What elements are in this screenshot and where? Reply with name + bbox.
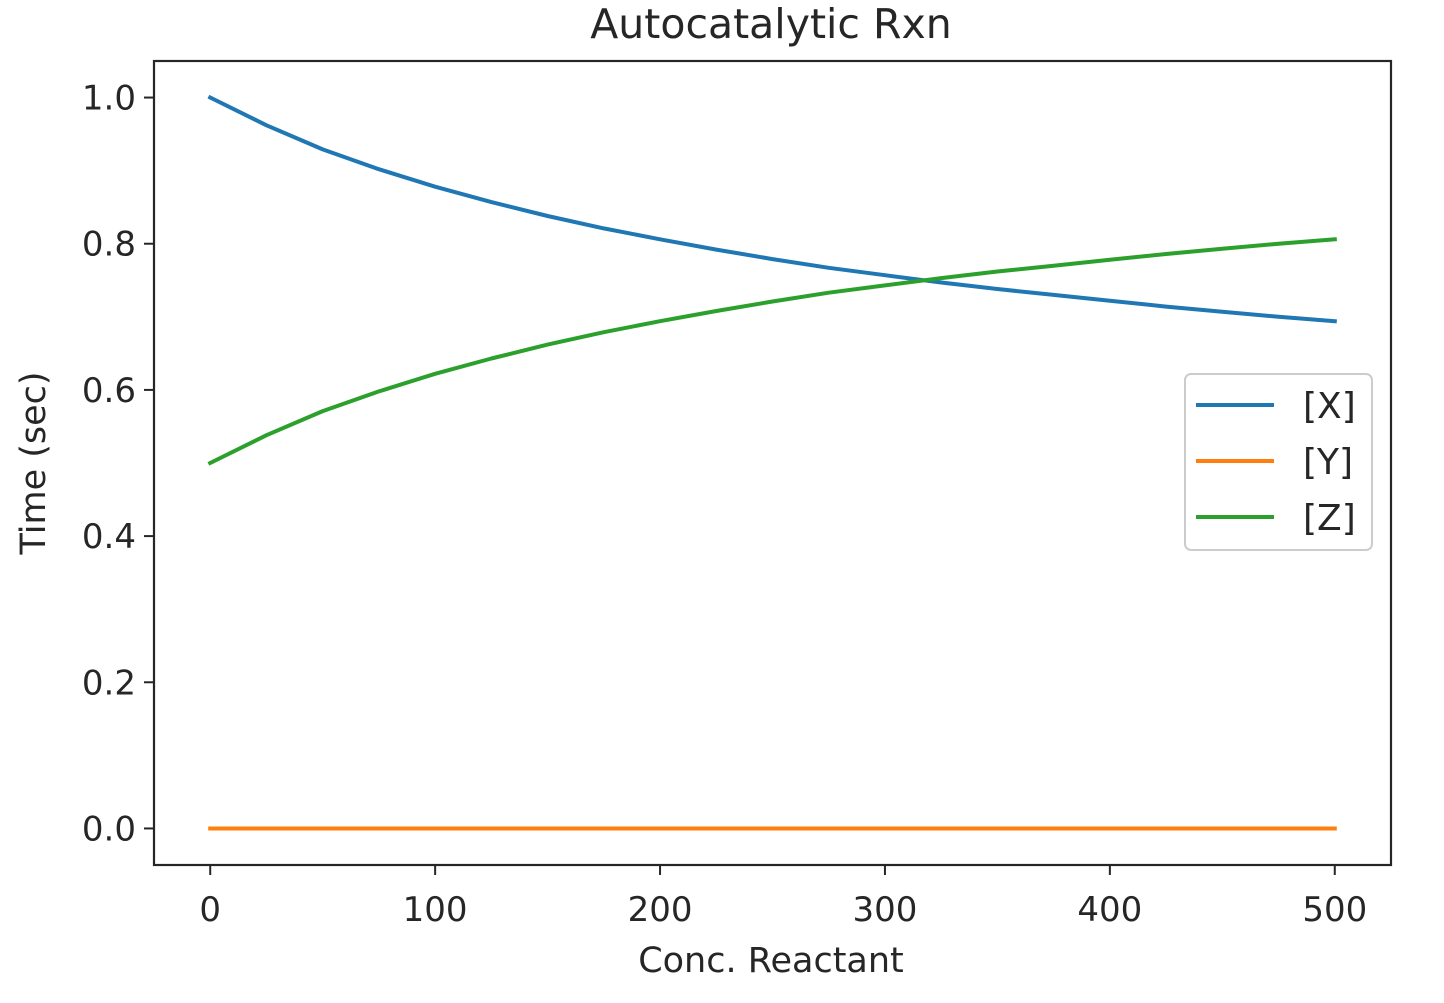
- legend-label-1: [Y]: [1303, 442, 1353, 483]
- x-tick-label: 200: [628, 890, 693, 930]
- x-tick-label: 0: [199, 890, 221, 930]
- chart-title: Autocatalytic Rxn: [590, 0, 952, 48]
- x-tick-label: 300: [853, 890, 918, 930]
- y-tick-label: 0.4: [82, 517, 136, 557]
- y-tick-label: 1.0: [82, 79, 136, 119]
- y-axis-title: Time (sec): [14, 371, 54, 555]
- legend-box: [1184, 373, 1373, 551]
- x-axis-title: Conc. Reactant: [638, 941, 904, 981]
- x-tick-label: 500: [1302, 890, 1367, 930]
- plot-frame: [152, 59, 1393, 867]
- x-tick-label: 100: [403, 890, 468, 930]
- series-line-0: [207, 94, 1337, 324]
- legend: [X] [Y] [Z]: [1184, 373, 1373, 551]
- axes: 0 100 200 300 400 500 0.0 0.2 0.4 0.6 0.8 1.0: [82, 79, 1367, 930]
- y-tick-label: 0.8: [82, 225, 136, 265]
- x-tick-label: 400: [1077, 890, 1142, 930]
- y-tick-label: 0.2: [82, 663, 136, 703]
- series-line-2: [207, 237, 1337, 466]
- plot-area: [207, 94, 1337, 831]
- legend-label-0: [X]: [1303, 386, 1356, 427]
- legend-label-2: [Z]: [1303, 498, 1356, 539]
- y-tick-label: 0.0: [82, 809, 136, 849]
- y-tick-label: 0.6: [82, 371, 136, 411]
